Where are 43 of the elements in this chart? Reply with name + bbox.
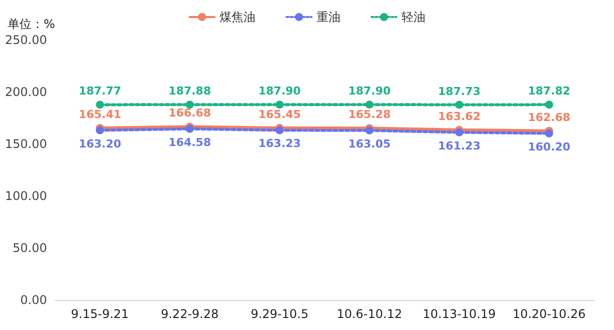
data-label: 187.82 [528, 84, 570, 98]
data-label: 187.73 [438, 84, 480, 98]
x-tick-label: 9.29-10.5 [250, 307, 308, 321]
y-tick-label: 200.00 [5, 85, 47, 99]
legend-label: 轻油 [402, 10, 426, 24]
point [96, 126, 104, 134]
data-label: 187.90 [258, 84, 302, 98]
y-axis-title: 单位：% [8, 17, 55, 31]
point [545, 100, 554, 109]
data-label: 162.68 [528, 110, 570, 124]
legend-label: 重油 [316, 10, 340, 24]
data-label: 165.45 [258, 108, 301, 121]
point [545, 129, 554, 138]
data-label: 165.28 [348, 108, 391, 122]
data-label: 160.20 [528, 140, 571, 154]
point [276, 126, 284, 134]
x-tick-label: 10.20-10.26 [512, 307, 586, 321]
data-label: 164.58 [168, 136, 211, 149]
data-label: 187.90 [348, 84, 391, 98]
x-tick-label: 9.22-9.28 [160, 307, 219, 321]
data-label: 163.62 [438, 110, 480, 123]
x-tick-label: 10.6-10.12 [336, 307, 402, 321]
x-tick-label: 10.13-10.19 [422, 307, 496, 321]
point [455, 128, 464, 136]
y-tick-label: 100.00 [5, 189, 47, 203]
data-label: 163.05 [348, 137, 391, 150]
data-label: 163.23 [258, 137, 301, 150]
x-tick-label: 9.15-9.21 [71, 307, 129, 321]
data-label: 187.77 [78, 84, 122, 98]
data-label: 166.68 [168, 106, 211, 120]
data-label: 163.20 [78, 137, 122, 150]
point [96, 100, 104, 109]
legend-label: 煤焦油 [220, 10, 256, 24]
point [365, 100, 374, 109]
y-tick-label: 0.00 [20, 293, 47, 307]
y-tick-label: 150.00 [5, 137, 47, 151]
point [455, 100, 464, 109]
data-label: 165.41 [78, 108, 122, 121]
data-label: 161.23 [438, 139, 480, 152]
y-tick-label: 250.00 [5, 33, 47, 47]
data-label: 187.88 [168, 84, 211, 98]
point [276, 100, 284, 109]
y-tick-label: 50.00 [12, 241, 47, 255]
